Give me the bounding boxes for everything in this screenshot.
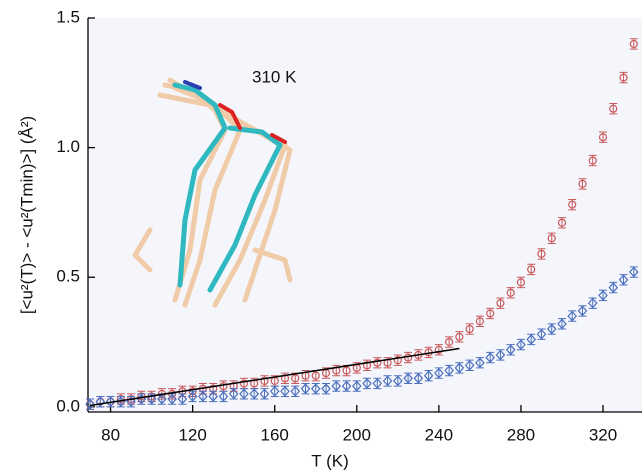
marker	[618, 274, 629, 286]
marker	[228, 388, 239, 400]
marker	[496, 299, 505, 308]
marker	[280, 385, 290, 397]
y-tick-label: 0.5	[56, 267, 80, 286]
x-tick-label: 280	[507, 425, 535, 444]
marker	[259, 388, 270, 400]
marker	[486, 309, 495, 318]
marker	[536, 328, 547, 340]
marker	[588, 156, 597, 165]
marker	[475, 357, 485, 369]
marker	[85, 398, 95, 410]
marker	[373, 358, 382, 367]
marker	[198, 391, 208, 402]
marker	[105, 396, 116, 408]
x-axis-label: T (K)	[311, 451, 348, 470]
marker	[331, 380, 342, 392]
marker	[146, 393, 157, 405]
marker	[208, 391, 218, 402]
marker	[587, 297, 598, 309]
marker	[547, 234, 556, 243]
marker	[290, 385, 301, 397]
marker	[300, 383, 311, 395]
marker	[526, 334, 537, 345]
series	[85, 38, 638, 410]
marker	[382, 375, 393, 387]
marker	[444, 365, 454, 376]
marker	[475, 317, 485, 326]
marker	[608, 282, 619, 293]
x-tick-label: 320	[589, 425, 617, 444]
marker	[260, 376, 269, 385]
marker	[505, 344, 516, 356]
marker	[455, 332, 464, 341]
marker	[445, 337, 454, 347]
marker	[239, 388, 249, 400]
marker	[393, 375, 403, 387]
marker	[557, 218, 567, 227]
marker	[578, 179, 587, 188]
marker	[464, 359, 475, 371]
marker	[546, 323, 557, 335]
marker	[351, 380, 362, 392]
marker	[628, 266, 639, 278]
marker	[527, 265, 536, 274]
x-tick-label: 160	[261, 425, 289, 444]
molecule-inset	[132, 77, 293, 308]
marker	[321, 383, 331, 395]
marker	[269, 385, 280, 397]
marker	[506, 288, 515, 297]
marker	[413, 372, 424, 384]
y-tick-label: 1.5	[56, 7, 80, 26]
x-tick-label: 120	[178, 425, 206, 444]
fit-line	[89, 347, 460, 407]
x-tick-label: 200	[343, 425, 371, 444]
marker	[157, 393, 167, 405]
marker	[423, 370, 434, 382]
marker	[598, 289, 608, 301]
marker	[567, 310, 578, 322]
marker	[454, 362, 465, 374]
marker	[362, 378, 372, 389]
marker	[568, 200, 577, 209]
marker	[495, 349, 506, 361]
marker	[434, 345, 443, 354]
marker	[485, 352, 495, 363]
marker	[291, 374, 300, 383]
marker	[249, 388, 260, 400]
marker	[557, 318, 567, 330]
marker	[465, 324, 474, 334]
plot-background	[88, 18, 642, 412]
y-axis-label: [<u²(T)> - <u²(Tmin)>] (Å²)	[17, 116, 36, 314]
x-tick-label: 80	[101, 425, 120, 444]
marker	[362, 361, 372, 370]
marker	[187, 391, 198, 402]
x-tick-label: 240	[425, 425, 453, 444]
marker	[177, 393, 188, 405]
marker	[619, 73, 628, 82]
marker	[311, 371, 320, 380]
annotation: 310 K	[252, 67, 297, 86]
y-tick-label: 0.0	[56, 396, 80, 415]
marker	[434, 367, 444, 379]
marker	[239, 379, 249, 388]
marker	[393, 356, 402, 365]
marker	[403, 372, 413, 384]
marker	[372, 378, 383, 389]
marker	[516, 339, 526, 351]
marker	[167, 393, 177, 405]
marker	[342, 366, 351, 375]
marker	[537, 249, 546, 258]
marker	[598, 133, 608, 142]
marker	[95, 396, 106, 408]
y-tick-label: 1.0	[56, 137, 80, 156]
marker	[341, 380, 352, 392]
marker	[577, 305, 588, 317]
marker	[516, 278, 526, 287]
marker	[609, 104, 618, 113]
marker	[629, 39, 638, 49]
marker	[310, 383, 321, 395]
marker	[218, 391, 229, 402]
series	[85, 266, 639, 410]
